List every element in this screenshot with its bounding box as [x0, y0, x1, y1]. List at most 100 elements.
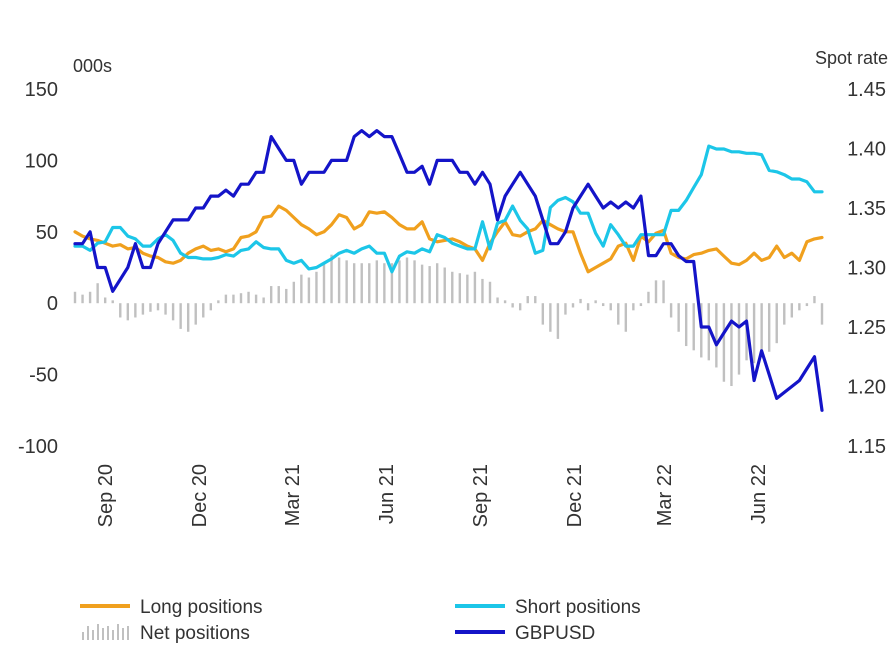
legend-net-bar — [82, 632, 84, 640]
net-position-bar — [767, 303, 771, 352]
right-tick-label: 1.30 — [847, 258, 886, 280]
net-position-bar — [798, 303, 801, 311]
legend-net-bar — [92, 630, 94, 640]
net-position-bar — [103, 297, 107, 304]
x-tick-label: Dec 20 — [189, 464, 211, 527]
net-position-bar — [232, 294, 235, 304]
net-position-bar — [134, 303, 137, 318]
right-axis-unit-label: Spot rate — [815, 48, 888, 68]
net-position-bar — [443, 267, 446, 304]
net-position-bar — [149, 303, 152, 312]
net-position-bar — [488, 281, 492, 304]
net-position-bar — [722, 303, 726, 382]
net-position-bar — [511, 303, 514, 308]
net-position-bar — [383, 263, 386, 304]
net-position-bar — [526, 296, 529, 304]
net-position-bar — [783, 303, 786, 325]
net-position-bar — [307, 277, 311, 304]
net-position-bar — [451, 271, 454, 304]
net-position-bar — [609, 303, 612, 311]
left-tick-label: 50 — [36, 222, 58, 244]
legend-net-bar — [117, 624, 119, 640]
legend-net-bar — [97, 624, 99, 640]
x-axis-ticks: Sep 20 Dec 20 Mar 21 Jun 21 Sep 21 Dec 21 Mar … — [95, 464, 770, 527]
x-tick-label: Mar 22 — [654, 464, 676, 526]
net-position-bar — [224, 294, 228, 304]
right-tick-label: 1.25 — [847, 317, 886, 339]
net-position-bar — [337, 257, 341, 304]
right-tick-label: 1.45 — [847, 79, 886, 101]
left-axis-unit-label: 000s — [73, 56, 112, 76]
right-tick-label: 1.15 — [847, 436, 886, 458]
net-position-bar — [647, 291, 650, 304]
legend-long-label: Long positions — [140, 597, 263, 618]
net-position-bar — [141, 303, 145, 315]
net-positions-bars — [73, 254, 824, 387]
net-position-bar — [632, 303, 635, 311]
net-position-bar — [752, 303, 756, 364]
net-position-bar — [601, 303, 605, 307]
net-position-bar — [684, 303, 688, 347]
series-lines — [73, 129, 824, 412]
net-position-bar — [262, 297, 265, 304]
net-position-bar — [564, 303, 567, 315]
net-position-bar — [254, 294, 258, 304]
legend-net-label: Net positions — [140, 623, 250, 644]
net-position-bar — [405, 257, 409, 304]
net-position-bar — [352, 263, 356, 304]
net-position-bar — [700, 303, 703, 358]
legend-net-bar — [107, 626, 109, 640]
net-position-bar — [186, 303, 190, 332]
net-position-bar — [247, 291, 250, 304]
net-position-bar — [617, 303, 620, 325]
net-position-bar — [202, 303, 205, 318]
net-position-bar — [81, 294, 84, 304]
net-position-bar — [345, 260, 348, 304]
right-axis-ticks: 1.45 1.40 1.35 1.30 1.25 1.20 1.15 — [847, 79, 886, 458]
net-position-bar — [820, 303, 824, 325]
net-position-bar — [775, 303, 778, 344]
net-position-bar — [217, 300, 220, 304]
net-position-bar — [292, 281, 296, 304]
net-position-bar — [541, 303, 545, 325]
legend-net-bar — [112, 630, 114, 640]
x-tick-label: Mar 21 — [282, 464, 304, 526]
net-position-bar — [534, 296, 537, 304]
short-series-line — [73, 144, 824, 274]
net-position-bar — [194, 303, 197, 325]
net-position-bar — [669, 303, 673, 318]
net-position-bar — [96, 283, 99, 304]
net-position-bar — [571, 303, 575, 308]
legend-net-bar — [122, 628, 124, 640]
net-position-bar — [413, 260, 416, 304]
net-position-bar — [126, 303, 130, 321]
legend-gbpusd-label: GBPUSD — [515, 623, 595, 644]
x-tick-label: Sep 21 — [470, 464, 492, 527]
net-position-bar — [360, 263, 363, 304]
legend-net-bar — [127, 626, 129, 640]
net-position-bar — [790, 303, 794, 318]
left-tick-label: 100 — [25, 150, 58, 172]
net-position-bar — [322, 263, 326, 304]
net-position-bar — [398, 260, 401, 304]
net-position-bar — [715, 303, 718, 368]
net-position-bar — [586, 303, 590, 311]
net-position-bar — [481, 278, 484, 304]
net-position-bar — [375, 260, 379, 304]
net-position-bar — [209, 303, 213, 311]
left-tick-label: 0 — [47, 293, 58, 315]
net-position-bar — [239, 293, 243, 304]
net-position-bar — [390, 263, 394, 304]
net-position-bar — [503, 300, 507, 304]
right-tick-label: 1.40 — [847, 139, 886, 161]
net-position-bar — [473, 271, 477, 304]
left-tick-label: -100 — [18, 436, 58, 458]
x-tick-label: Dec 21 — [564, 464, 586, 527]
left-tick-label: -50 — [29, 365, 58, 387]
net-position-bar — [435, 263, 439, 304]
net-position-bar — [624, 303, 628, 332]
net-position-bar — [579, 298, 582, 304]
net-position-bar — [315, 271, 318, 304]
net-position-bar — [368, 263, 371, 304]
net-position-bar — [300, 274, 303, 304]
